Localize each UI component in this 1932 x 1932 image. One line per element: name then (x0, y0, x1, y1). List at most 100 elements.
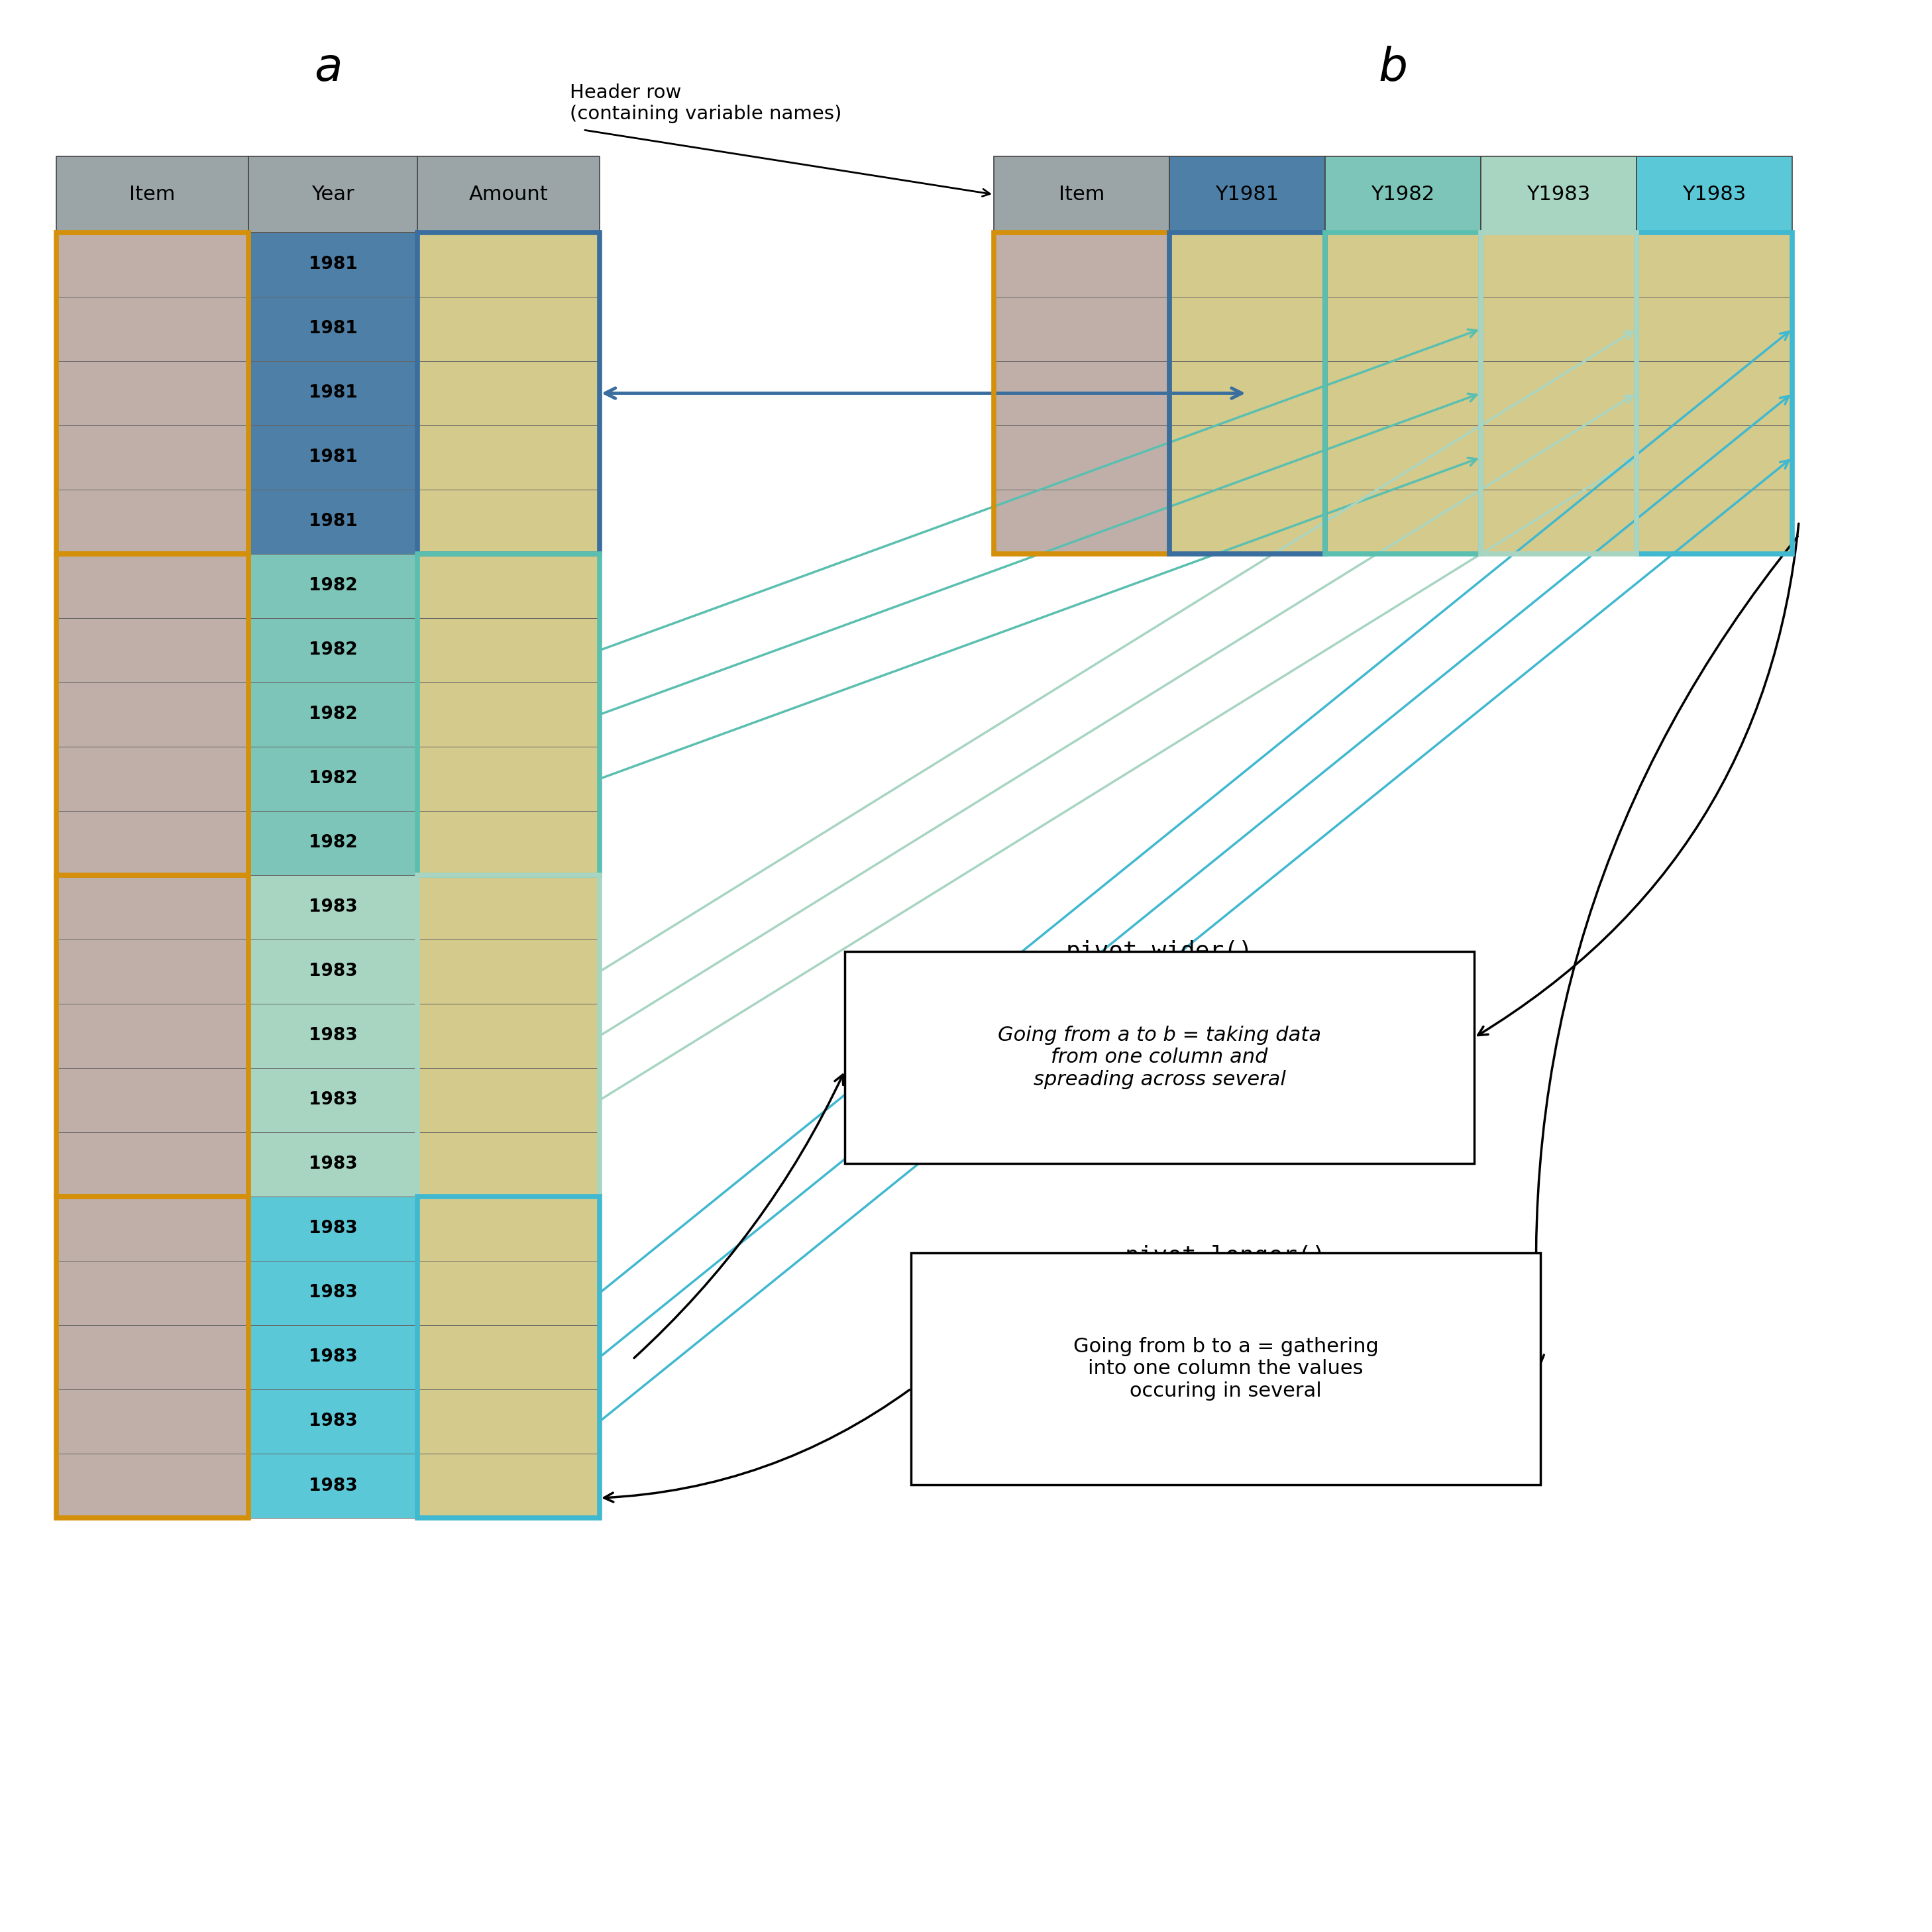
Bar (56, 746, 249, 811)
Bar (417, 1389, 599, 1453)
Text: 1982: 1982 (309, 771, 357, 788)
Bar (56, 232, 249, 298)
Bar (417, 875, 599, 1196)
Bar (1325, 361, 1480, 425)
Bar (417, 618, 599, 682)
Bar (249, 1132, 417, 1196)
Bar (249, 682, 417, 746)
Bar (417, 232, 599, 298)
Bar (993, 489, 1169, 554)
Bar (1480, 156, 1636, 232)
Bar (417, 554, 599, 618)
Bar (249, 618, 417, 682)
Bar (417, 1068, 599, 1132)
Bar (993, 232, 1169, 298)
Bar (56, 1453, 249, 1519)
Bar (249, 554, 417, 618)
Bar (417, 1132, 599, 1196)
Bar (56, 554, 249, 875)
Bar (417, 361, 599, 425)
Bar (56, 489, 249, 554)
Text: 1981: 1981 (309, 448, 357, 466)
Bar (1325, 232, 1480, 554)
Bar (1325, 156, 1480, 232)
Bar (249, 425, 417, 489)
Bar (1325, 425, 1480, 489)
Bar (1480, 361, 1636, 425)
Bar (1169, 298, 1325, 361)
Bar (1636, 361, 1793, 425)
Text: 1983: 1983 (309, 1028, 357, 1045)
Bar (1636, 232, 1793, 554)
Bar (1480, 425, 1636, 489)
Text: 1981: 1981 (309, 257, 357, 272)
Bar (993, 232, 1169, 554)
Text: 1982: 1982 (309, 641, 357, 659)
Text: Y1982: Y1982 (1372, 185, 1435, 205)
Bar (56, 554, 249, 618)
Bar (1169, 232, 1325, 298)
Text: 1983: 1983 (309, 1349, 357, 1366)
Text: Going from b to a = gathering
into one column the values
occuring in several: Going from b to a = gathering into one c… (1072, 1337, 1378, 1401)
Text: 1983: 1983 (309, 898, 357, 916)
Bar (56, 811, 249, 875)
Bar (1169, 489, 1325, 554)
Bar (249, 489, 417, 554)
Text: Year: Year (311, 185, 354, 205)
Bar (417, 746, 599, 811)
Bar (249, 1389, 417, 1453)
Bar (249, 875, 417, 939)
Bar (1636, 489, 1793, 554)
Bar (993, 156, 1169, 232)
Text: pivot_longer(): pivot_longer() (1124, 1244, 1327, 1267)
Bar (249, 156, 417, 232)
Bar (1169, 361, 1325, 425)
Bar (1325, 298, 1480, 361)
Text: Y1981: Y1981 (1215, 185, 1279, 205)
Bar (1480, 232, 1636, 298)
Bar (56, 1132, 249, 1196)
Bar (417, 232, 599, 554)
Bar (417, 1005, 599, 1068)
Bar (56, 1005, 249, 1068)
Bar (1480, 232, 1636, 554)
Bar (249, 939, 417, 1005)
Bar (1636, 156, 1793, 232)
Bar (56, 682, 249, 746)
Bar (56, 1262, 249, 1325)
Bar (56, 156, 249, 232)
Bar (1636, 425, 1793, 489)
Bar (56, 1196, 249, 1519)
Text: Header row
(containing variable names): Header row (containing variable names) (570, 83, 842, 124)
Text: 1983: 1983 (309, 1155, 357, 1173)
Bar (56, 1068, 249, 1132)
Text: 1982: 1982 (309, 705, 357, 723)
Bar (249, 1262, 417, 1325)
Bar (417, 1325, 599, 1389)
Bar (417, 298, 599, 361)
Text: Item: Item (1059, 185, 1105, 205)
Bar (249, 1325, 417, 1389)
Bar (417, 811, 599, 875)
Bar (1169, 232, 1325, 554)
Bar (1325, 232, 1480, 298)
Bar (56, 618, 249, 682)
Bar (417, 939, 599, 1005)
Bar (417, 156, 599, 232)
Bar (249, 1005, 417, 1068)
Bar (1480, 489, 1636, 554)
Bar (249, 298, 417, 361)
Bar (56, 232, 249, 554)
Bar (417, 1453, 599, 1519)
Bar (993, 361, 1169, 425)
Text: 1981: 1981 (309, 384, 357, 402)
Bar (417, 554, 599, 875)
Text: Going from a to b = taking data
from one column and
spreading across several: Going from a to b = taking data from one… (997, 1026, 1321, 1090)
Text: 1983: 1983 (309, 1092, 357, 1109)
Bar (56, 939, 249, 1005)
Text: 1983: 1983 (309, 1478, 357, 1493)
Bar (1480, 298, 1636, 361)
Text: b: b (1378, 46, 1408, 91)
Bar (249, 1196, 417, 1262)
Bar (56, 875, 249, 1196)
